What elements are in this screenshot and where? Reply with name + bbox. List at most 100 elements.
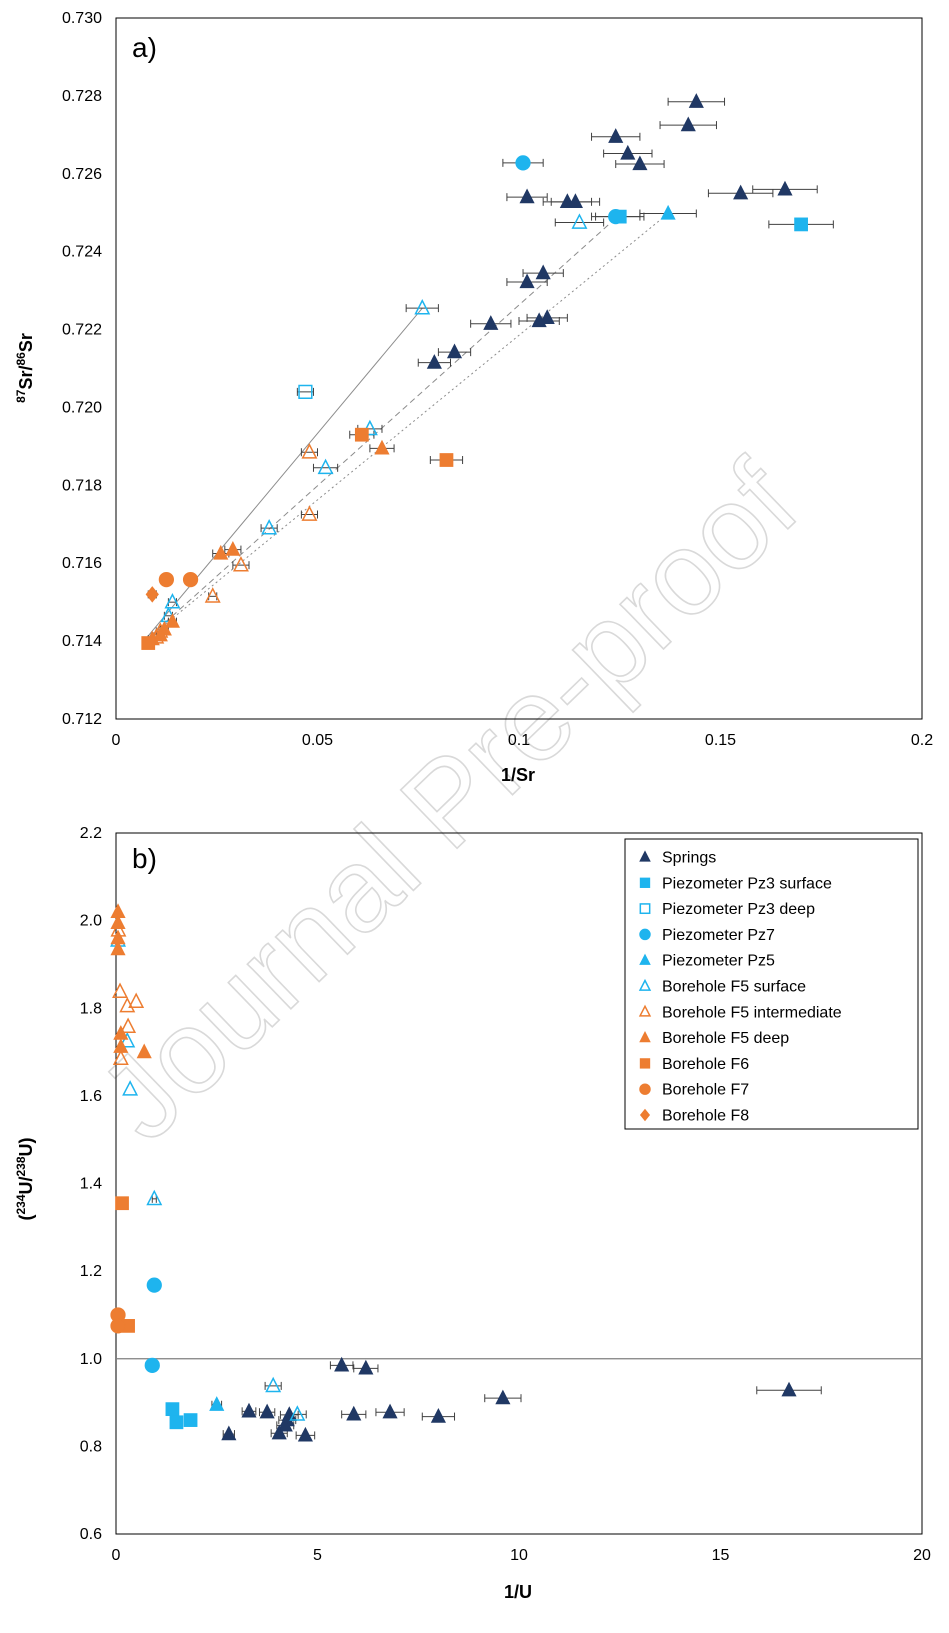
point-piezometer-pz5 xyxy=(209,1396,225,1411)
point-borehole-f5-intermediate xyxy=(301,505,318,521)
legend-label-piezometer-pz5: Piezometer Pz5 xyxy=(662,953,775,970)
y-tick-label: 1.2 xyxy=(80,1263,102,1280)
mixing-line-dotted xyxy=(141,213,669,644)
point-borehole-f5-deep xyxy=(152,626,168,642)
y-tick-label: 0.716 xyxy=(62,555,102,572)
x-tick-label: 0.05 xyxy=(302,732,333,749)
error-bars-b xyxy=(149,1194,822,1440)
point-borehole-f5-surface xyxy=(265,1376,282,1393)
point-borehole-f5-surface xyxy=(146,1189,163,1206)
point-springs xyxy=(495,1389,511,1405)
y-axis-label-b: (234U/238U) xyxy=(14,1137,36,1220)
point-springs xyxy=(781,1381,797,1397)
panel-label-b: b) xyxy=(132,843,157,874)
y-tick-label: 0.724 xyxy=(62,244,102,261)
point-borehole-f5-intermediate xyxy=(120,1017,137,1034)
point-springs xyxy=(620,144,636,160)
legend-marker-piezometer-pz3-deep xyxy=(639,903,651,915)
point-borehole-f6 xyxy=(354,427,369,442)
legend-label-piezometer-pz3-deep: Piezometer Pz3 deep xyxy=(662,901,815,918)
y-tick-label: 0.6 xyxy=(80,1526,102,1543)
legend-marker-borehole-f8 xyxy=(639,1108,651,1122)
point-borehole-f5-intermediate xyxy=(301,443,318,459)
point-springs xyxy=(483,315,499,330)
point-borehole-f5-surface xyxy=(164,593,181,609)
legend-marker-springs xyxy=(639,850,651,862)
point-springs xyxy=(733,184,749,200)
point-piezometer-pz7 xyxy=(144,1357,160,1373)
point-borehole-f6 xyxy=(115,1196,129,1211)
legend-label-springs: Springs xyxy=(662,850,716,867)
y-tick-label: 2.0 xyxy=(80,913,102,930)
point-piezometer-pz5 xyxy=(660,204,676,220)
x-tick-labels-a: 0 0.05 0.1 0.15 0.2 xyxy=(112,732,934,749)
chart-panel-a: 0 0.05 0.1 0.15 0.2 0.712 0.714 0.716 0.718 0.72… xyxy=(14,10,933,785)
legend-marker-borehole-f7 xyxy=(639,1083,651,1095)
point-borehole-f5-deep xyxy=(110,940,126,956)
legend-label-borehole-f5-intermediate: Borehole F5 intermediate xyxy=(662,1004,842,1021)
point-borehole-f5-deep xyxy=(136,1043,152,1059)
point-springs xyxy=(346,1405,362,1421)
y-tick-label: 0.720 xyxy=(62,399,102,416)
legend-marker-borehole-f5-deep xyxy=(639,1031,651,1043)
panel-label-a: a) xyxy=(132,32,157,63)
point-borehole-f5-surface xyxy=(414,298,431,315)
legend: Springs Piezometer Pz3 surface Piezometer … xyxy=(624,838,919,1130)
point-borehole-f8 xyxy=(145,586,159,603)
x-axis-label-a: 1/Sr xyxy=(501,765,535,785)
y-tick-label: 1.0 xyxy=(80,1351,102,1368)
point-borehole-f5-deep xyxy=(113,1038,129,1053)
point-borehole-f5-intermediate xyxy=(112,982,129,998)
point-piezometer-pz3-deep xyxy=(298,384,313,399)
point-springs xyxy=(535,264,551,280)
point-borehole-f5-deep xyxy=(374,439,390,455)
data-points-a xyxy=(141,93,808,650)
point-piezometer-pz7 xyxy=(515,155,531,171)
point-springs xyxy=(446,343,463,359)
point-springs xyxy=(688,93,704,108)
chart-panel-b: 0 5 10 15 20 0.60.81.01.21.41.61.82.02.2 b) … xyxy=(14,825,931,1602)
point-springs xyxy=(271,1424,287,1440)
y-tick-label: 1.8 xyxy=(80,1000,102,1017)
y-tick-label: 0.718 xyxy=(62,477,102,494)
point-borehole-f5-intermediate xyxy=(232,556,249,572)
point-piezometer-pz3-surface xyxy=(165,1402,180,1417)
y-tick-label: 0.728 xyxy=(62,88,102,105)
y-tick-label: 1.6 xyxy=(80,1088,102,1105)
point-springs xyxy=(426,354,442,369)
y-tick-label: 0.726 xyxy=(62,166,102,183)
y-axis-label-a: 87Sr/86Sr xyxy=(14,333,36,403)
y-tick-label: 0.714 xyxy=(62,633,102,650)
x-tick-label: 10 xyxy=(510,1547,528,1564)
point-springs xyxy=(608,128,624,143)
point-springs xyxy=(777,180,793,196)
point-borehole-f7 xyxy=(110,1318,126,1334)
legend-marker-piezometer-pz7 xyxy=(639,928,651,941)
point-borehole-f5-deep xyxy=(110,914,126,929)
point-springs xyxy=(334,1356,350,1372)
point-borehole-f7 xyxy=(182,571,199,588)
x-tick-labels-b: 0 5 10 15 20 xyxy=(112,1547,931,1564)
legend-marker-borehole-f6 xyxy=(639,1058,651,1069)
point-borehole-f5-intermediate xyxy=(112,1049,129,1066)
x-tick-label: 0.2 xyxy=(911,732,933,749)
legend-label-borehole-f5-deep: Borehole F5 deep xyxy=(662,1030,789,1047)
y-tick-labels-b: 0.6 0.8 1.0 1.2 1.4 1.6 1.8 2.0 2.2 xyxy=(80,825,102,1543)
x-tick-label: 0.1 xyxy=(508,732,530,749)
point-springs xyxy=(277,1416,293,1432)
x-tick-label: 15 xyxy=(712,1547,730,1564)
point-springs xyxy=(519,188,535,204)
point-piezometer-pz7 xyxy=(146,1277,162,1293)
point-borehole-f6 xyxy=(141,636,156,650)
point-borehole-f5-surface xyxy=(261,519,278,535)
point-borehole-f5-surface xyxy=(122,1080,139,1096)
y-tick-label: 0.712 xyxy=(62,711,102,728)
plot-area-b xyxy=(115,832,923,1535)
legend-label-borehole-f7: Borehole F7 xyxy=(662,1082,749,1099)
x-tick-label: 0.15 xyxy=(705,732,736,749)
point-borehole-f5-deep xyxy=(225,540,241,556)
point-springs xyxy=(680,116,696,132)
point-springs xyxy=(241,1402,257,1418)
y-tick-label: 0.730 xyxy=(62,10,102,27)
point-springs xyxy=(297,1426,313,1442)
